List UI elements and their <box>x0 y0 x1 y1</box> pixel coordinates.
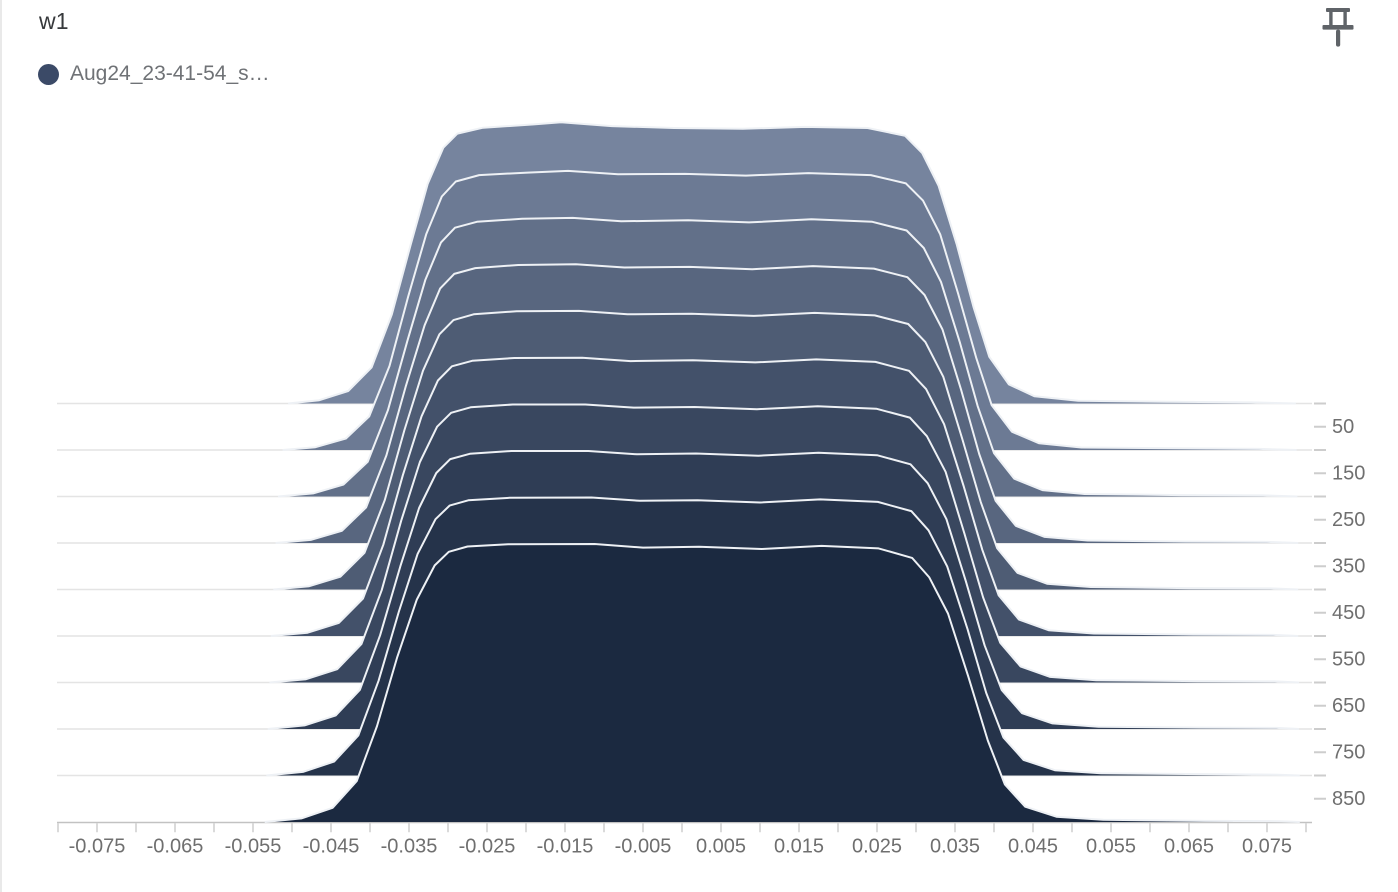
histogram-ridge-outline <box>282 169 1297 451</box>
histogram-ridge-outline <box>266 496 1300 777</box>
x-tick-label: 0.055 <box>1086 836 1136 858</box>
x-tick-label: 0.075 <box>1242 836 1292 858</box>
x-tick-label: -0.035 <box>381 836 438 858</box>
chart-title: w1 <box>39 8 69 34</box>
pin-icon <box>1322 8 1354 47</box>
y-tick-label: 450 <box>1332 602 1365 624</box>
x-tick-label: 0.005 <box>696 836 746 858</box>
y-tick-label: 350 <box>1332 555 1365 577</box>
legend-run-label: Aug24_23-41-54_s… <box>70 62 270 85</box>
y-tick-label: 650 <box>1332 695 1365 717</box>
y-tick-label: 850 <box>1332 788 1365 810</box>
x-tick-label: -0.055 <box>225 836 282 858</box>
legend-run-swatch <box>38 63 59 85</box>
pin-card-button[interactable] <box>1320 3 1356 49</box>
x-tick-label: 0.035 <box>930 836 980 858</box>
x-tick-label: 0.025 <box>852 836 902 858</box>
y-tick-label: 250 <box>1332 509 1365 531</box>
y-tick-label: 750 <box>1332 741 1365 763</box>
x-tick-label: 0.065 <box>1164 836 1214 858</box>
histogram-ridge-outline <box>275 263 1299 544</box>
histogram-ridge[interactable] <box>264 544 1300 822</box>
legend[interactable]: Aug24_23-41-54_s… <box>38 62 270 86</box>
histogram-ridge-outline <box>273 309 1299 591</box>
y-tick-label: 50 <box>1332 416 1354 438</box>
histogram-ridge-outline <box>269 403 1300 684</box>
x-tick-label: -0.005 <box>615 836 672 858</box>
x-tick-label: -0.065 <box>147 836 204 858</box>
y-tick-label: 550 <box>1332 648 1365 670</box>
x-tick-label: -0.075 <box>69 836 126 858</box>
histogram-ridge-outline <box>267 450 1300 730</box>
x-tick-label: -0.025 <box>459 836 516 858</box>
x-tick-label: -0.015 <box>537 836 594 858</box>
histogram-ridge-outline <box>264 543 1300 823</box>
x-tick-label: -0.045 <box>303 836 360 858</box>
histogram-ridge-outline <box>277 216 1298 498</box>
y-tick-label: 150 <box>1332 462 1365 484</box>
histogram-ridge-outline <box>270 356 1299 637</box>
x-tick-label: 0.015 <box>774 836 824 858</box>
x-tick-label: 0.045 <box>1008 836 1058 858</box>
histogram-ridge-outline <box>287 121 1296 405</box>
